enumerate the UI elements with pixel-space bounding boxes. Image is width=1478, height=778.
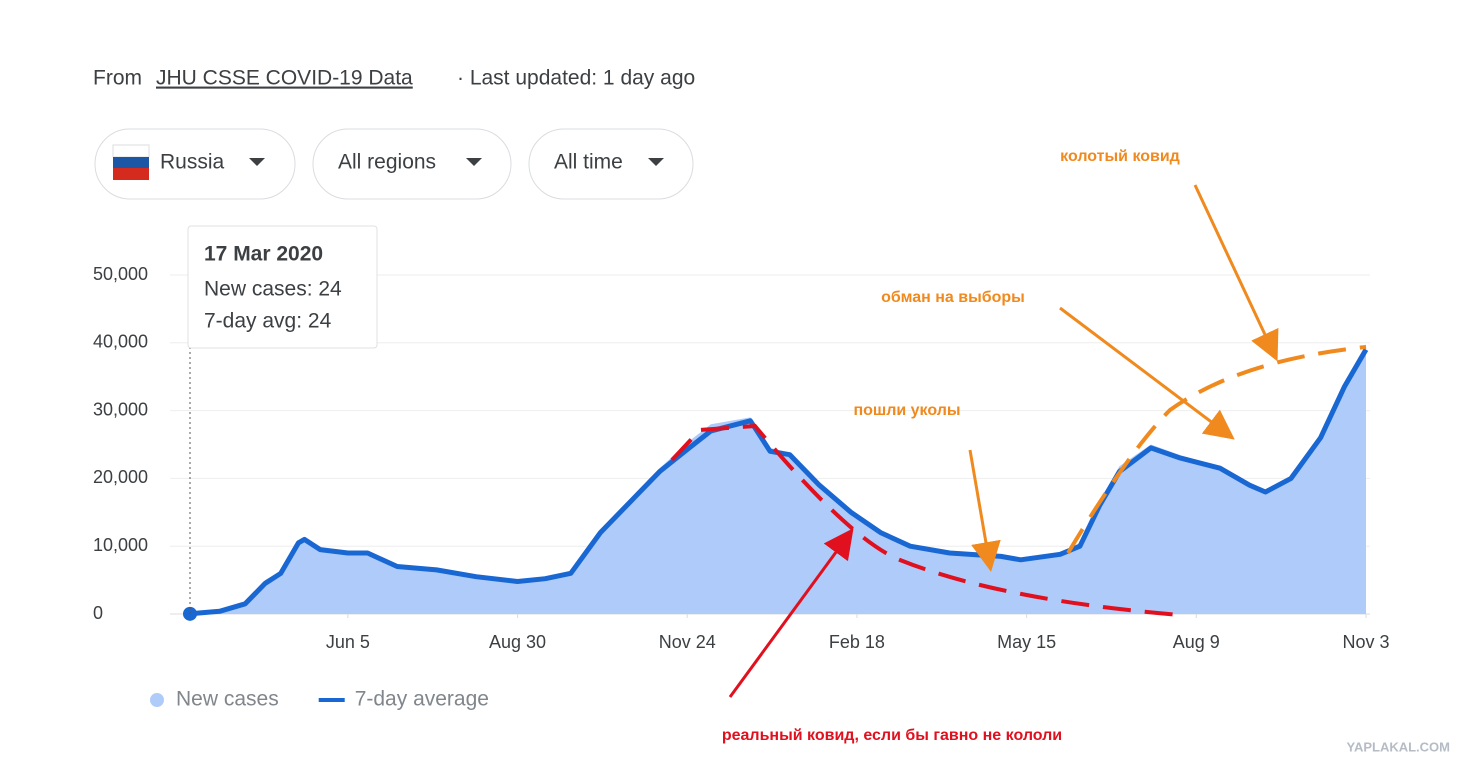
legend: New cases 7-day average	[150, 688, 489, 711]
source-link[interactable]: JHU CSSE COVID-19 Data	[156, 67, 413, 90]
line	[189, 348, 1369, 617]
flag-blue	[113, 157, 149, 168]
flag-red	[113, 168, 149, 180]
arrow	[728, 528, 854, 698]
y-tick-label: 10,000	[93, 535, 148, 555]
last-updated: · Last updated: 1 day ago	[457, 67, 695, 90]
x-tick-label: Nov 24	[659, 632, 716, 652]
x-tick-label: Aug 30	[489, 632, 546, 652]
y-tick-label: 0	[93, 603, 103, 623]
filter-time[interactable]: All time	[528, 128, 694, 200]
source-prefix: From	[93, 67, 142, 90]
tooltip-date: 17 Mar 2020	[204, 243, 323, 266]
legend-label: 7-day average	[355, 688, 489, 711]
annotations: колотый ковид обман на выборы пошли укол…	[670, 148, 1367, 744]
caret	[466, 158, 482, 166]
x-tick-label: Jun 5	[326, 632, 370, 652]
filter-label: All time	[554, 151, 623, 174]
tooltip-new: New cases: 24	[204, 278, 342, 301]
plot: 0 10,000 20,000 30,000 40,000 50,000 Jun 5 Aug …	[93, 264, 1390, 652]
area	[190, 344, 1366, 614]
filter-regions[interactable]: All regions	[312, 128, 512, 200]
filter-russia[interactable]: Russia	[94, 128, 296, 200]
dashed-trend	[1066, 345, 1367, 555]
x-tick-label: Feb 18	[829, 632, 885, 652]
watermark: YAPLAKAL.COM	[1346, 739, 1450, 754]
dashed-trend	[670, 423, 1181, 617]
y-tick-label: 20,000	[93, 467, 148, 487]
tooltip-box	[187, 225, 378, 349]
arrow	[1059, 306, 1235, 440]
annotation: обман на выборы	[881, 289, 1025, 306]
x-tick-label: Aug 9	[1173, 632, 1220, 652]
flag-white	[112, 144, 150, 158]
x-tick-label: May 15	[997, 632, 1056, 652]
legend-label: New cases	[176, 688, 279, 711]
button-frame	[312, 128, 512, 200]
annotation: пошли уколы	[853, 402, 960, 419]
y-tick-label: 40,000	[93, 332, 148, 352]
tooltip-avg: 7-day avg: 24	[204, 310, 332, 333]
arrow	[968, 449, 1001, 572]
filter-label: Russia	[160, 151, 225, 174]
annotation: реальный ковид, если бы гавно не кололи	[722, 727, 1062, 744]
annotation: колотый ковид	[1060, 148, 1180, 165]
legend-swatch	[150, 693, 164, 707]
caret	[648, 158, 664, 166]
caret	[249, 158, 265, 166]
button-frame	[528, 128, 694, 200]
filter-label: All regions	[338, 151, 436, 174]
y-tick-label: 30,000	[93, 399, 148, 419]
x-tick-label: Nov 3	[1342, 632, 1389, 652]
arrow	[1193, 184, 1279, 362]
tooltip: 17 Mar 2020 New cases: 24 7-day avg: 24	[187, 225, 378, 349]
y-tick-label: 50,000	[93, 264, 148, 284]
